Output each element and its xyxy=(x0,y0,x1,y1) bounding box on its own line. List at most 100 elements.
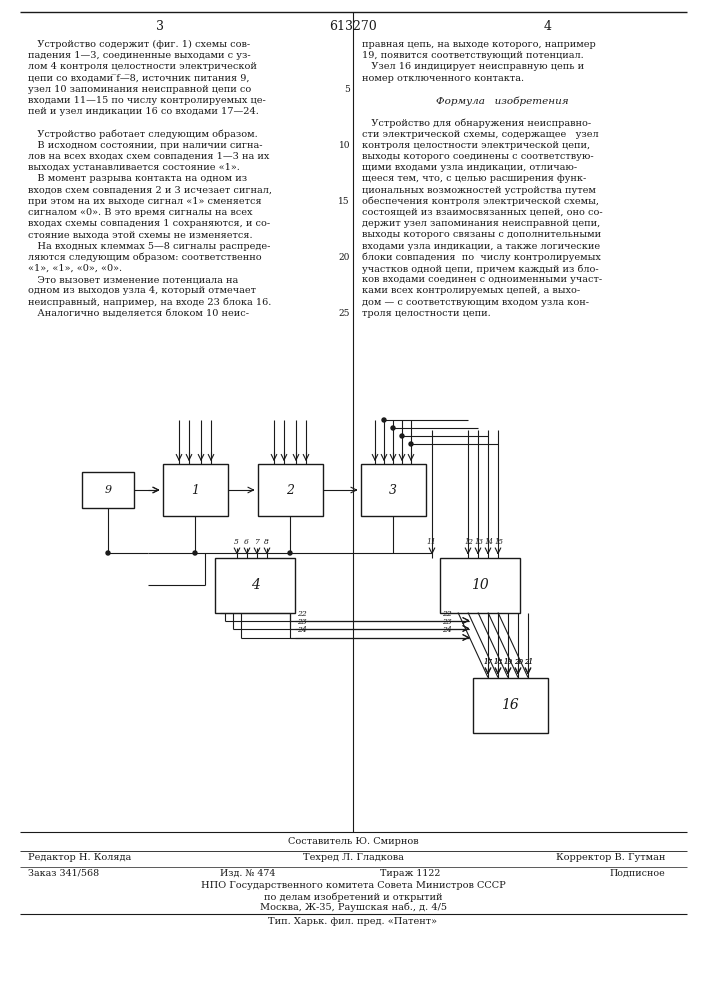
Text: 15: 15 xyxy=(495,538,504,546)
Text: держит узел запоминания неисправной цепи,: держит узел запоминания неисправной цепи… xyxy=(362,219,600,228)
Text: правная цепь, на выходе которого, например: правная цепь, на выходе которого, наприм… xyxy=(362,40,596,49)
Text: узел 10 запоминания неисправной цепи со: узел 10 запоминания неисправной цепи со xyxy=(28,85,251,94)
Text: 18: 18 xyxy=(494,658,503,666)
Text: 21: 21 xyxy=(524,658,533,666)
Text: 14: 14 xyxy=(485,538,494,546)
Text: 24: 24 xyxy=(443,626,452,635)
Text: НПО Государственного комитета Совета Министров СССР: НПО Государственного комитета Совета Мин… xyxy=(201,881,506,890)
Text: троля целостности цепи.: троля целостности цепи. xyxy=(362,309,491,318)
Circle shape xyxy=(193,551,197,555)
Text: 9: 9 xyxy=(105,485,112,495)
Text: лом 4 контроля целостности электрической: лом 4 контроля целостности электрической xyxy=(28,62,257,71)
Text: входами 11—15 по числу контролируемых це-: входами 11—15 по числу контролируемых це… xyxy=(28,96,266,105)
Text: цепи со входами ̅f—̅8, источник питания 9,: цепи со входами ̅f—̅8, источник питания … xyxy=(28,74,250,83)
Text: 5: 5 xyxy=(234,538,239,546)
Text: 19: 19 xyxy=(504,658,513,666)
Text: ками всех контролируемых цепей, а выхо-: ками всех контролируемых цепей, а выхо- xyxy=(362,286,580,295)
Bar xyxy=(215,558,295,612)
Text: ков входами соединен с одноименными участ-: ков входами соединен с одноименными учас… xyxy=(362,275,602,284)
Text: контроля целостности электрической цепи,: контроля целостности электрической цепи, xyxy=(362,141,590,150)
Text: Тираж 1122: Тираж 1122 xyxy=(380,869,440,878)
Text: номер отключенного контакта.: номер отключенного контакта. xyxy=(362,74,524,83)
Text: 10: 10 xyxy=(471,578,489,592)
Circle shape xyxy=(400,434,404,438)
Text: 17: 17 xyxy=(484,658,493,666)
Circle shape xyxy=(409,442,413,446)
Text: блоки совпадения  по  числу контролируемых: блоки совпадения по числу контролируемых xyxy=(362,253,601,262)
Text: ляются следующим образом: соответственно: ляются следующим образом: соответственно xyxy=(28,253,262,262)
Text: 613270: 613270 xyxy=(329,20,377,33)
Text: 10: 10 xyxy=(339,141,350,150)
Text: 23: 23 xyxy=(297,617,307,626)
Text: Москва, Ж-35, Раушская наб., д. 4/5: Москва, Ж-35, Раушская наб., д. 4/5 xyxy=(259,903,447,912)
Text: состоящей из взаимосвязанных цепей, оно со-: состоящей из взаимосвязанных цепей, оно … xyxy=(362,208,602,217)
Text: 15: 15 xyxy=(339,197,350,206)
Circle shape xyxy=(391,426,395,430)
Text: 22: 22 xyxy=(297,609,307,617)
Text: выходы которого связаны с дополнительными: выходы которого связаны с дополнительным… xyxy=(362,230,601,239)
Text: участков одной цепи, причем каждый из бло-: участков одной цепи, причем каждый из бл… xyxy=(362,264,599,273)
Text: 21: 21 xyxy=(524,658,533,666)
Text: Подписное: Подписное xyxy=(609,869,665,878)
Text: 12: 12 xyxy=(465,538,474,546)
Text: при этом на их выходе сигнал «1» сменяется: при этом на их выходе сигнал «1» сменяет… xyxy=(28,197,262,206)
Text: 6: 6 xyxy=(244,538,249,546)
Text: входами узла индикации, а также логические: входами узла индикации, а также логическ… xyxy=(362,242,600,251)
Text: Устройство работает следующим образом.: Устройство работает следующим образом. xyxy=(28,130,258,139)
Text: Изд. № 474: Изд. № 474 xyxy=(220,869,275,878)
Text: дом — с соответствующим входом узла кон-: дом — с соответствующим входом узла кон- xyxy=(362,298,589,307)
Text: Устройство содержит (фиг. 1) схемы сов-: Устройство содержит (фиг. 1) схемы сов- xyxy=(28,40,250,49)
Text: 1: 1 xyxy=(191,484,199,496)
Text: щееся тем, что, с целью расширения функ-: щееся тем, что, с целью расширения функ- xyxy=(362,174,586,183)
Bar xyxy=(440,558,520,612)
Text: Тип. Харьк. фил. пред. «Патент»: Тип. Харьк. фил. пред. «Патент» xyxy=(269,917,438,926)
Text: обеспечения контроля электрической схемы,: обеспечения контроля электрической схемы… xyxy=(362,197,599,206)
Text: лов на всех входах схем совпадения 1—3 на их: лов на всех входах схем совпадения 1—3 н… xyxy=(28,152,269,161)
Text: 20: 20 xyxy=(514,658,523,666)
Text: 3: 3 xyxy=(389,484,397,496)
Text: 22: 22 xyxy=(443,609,452,617)
Text: Техред Л. Гладкова: Техред Л. Гладкова xyxy=(303,853,404,862)
Text: выходах устанавливается состояние «1».: выходах устанавливается состояние «1». xyxy=(28,163,240,172)
Text: щими входами узла индикации, отличаю-: щими входами узла индикации, отличаю- xyxy=(362,163,577,172)
Text: 13: 13 xyxy=(475,538,484,546)
Text: Устройство для обнаружения неисправно-: Устройство для обнаружения неисправно- xyxy=(362,118,591,128)
Text: 19: 19 xyxy=(504,658,513,666)
Text: 17: 17 xyxy=(484,658,493,666)
Text: В момент разрыва контакта на одном из: В момент разрыва контакта на одном из xyxy=(28,174,247,183)
Bar xyxy=(82,472,134,508)
Text: 4: 4 xyxy=(544,20,552,33)
Text: 5: 5 xyxy=(344,85,350,94)
Text: 3: 3 xyxy=(156,20,164,33)
Text: 8: 8 xyxy=(264,538,269,546)
Text: 19, появится соответствующий потенциал.: 19, появится соответствующий потенциал. xyxy=(362,51,584,60)
Text: выходы которого соединены с соответствую-: выходы которого соединены с соответствую… xyxy=(362,152,594,161)
Text: 7: 7 xyxy=(254,538,259,546)
Text: падения 1—3, соединенные выходами с уз-: падения 1—3, соединенные выходами с уз- xyxy=(28,51,250,60)
Text: пей и узел индикации 16 со входами 17—24.: пей и узел индикации 16 со входами 17—24… xyxy=(28,107,259,116)
Text: 23: 23 xyxy=(443,617,452,626)
Text: Корректор В. Гутман: Корректор В. Гутман xyxy=(556,853,665,862)
Text: В исходном состоянии, при наличии сигна-: В исходном состоянии, при наличии сигна- xyxy=(28,141,262,150)
Text: 25: 25 xyxy=(339,309,350,318)
Text: стояние выхода этой схемы не изменяется.: стояние выхода этой схемы не изменяется. xyxy=(28,230,252,239)
Bar xyxy=(472,678,547,732)
Text: входов схем совпадения 2 и 3 исчезает сигнал,: входов схем совпадения 2 и 3 исчезает си… xyxy=(28,186,272,195)
Circle shape xyxy=(288,551,292,555)
Text: циональных возможностей устройства путем: циональных возможностей устройства путем xyxy=(362,186,596,195)
Text: 16: 16 xyxy=(501,698,519,712)
Text: сигналом «0». В это время сигналы на всех: сигналом «0». В это время сигналы на все… xyxy=(28,208,252,217)
Text: 4: 4 xyxy=(250,578,259,592)
Bar xyxy=(163,464,228,516)
Text: сти электрической схемы, содержащее   узел: сти электрической схемы, содержащее узел xyxy=(362,130,599,139)
Text: Заказ 341/568: Заказ 341/568 xyxy=(28,869,99,878)
Text: Аналогично выделяется блоком 10 неис-: Аналогично выделяется блоком 10 неис- xyxy=(28,309,249,318)
Text: входах схемы совпадения 1 сохраняются, и со-: входах схемы совпадения 1 сохраняются, и… xyxy=(28,219,270,228)
Text: Это вызовет изменение потенциала на: Это вызовет изменение потенциала на xyxy=(28,275,238,284)
Text: одном из выходов узла 4, который отмечает: одном из выходов узла 4, который отмечае… xyxy=(28,286,256,295)
Text: 11: 11 xyxy=(426,538,436,546)
Text: Узел 16 индицирует неисправную цепь и: Узел 16 индицирует неисправную цепь и xyxy=(362,62,584,71)
Text: Формула   изобретения: Формула изобретения xyxy=(436,96,568,105)
Bar xyxy=(361,464,426,516)
Circle shape xyxy=(382,418,386,422)
